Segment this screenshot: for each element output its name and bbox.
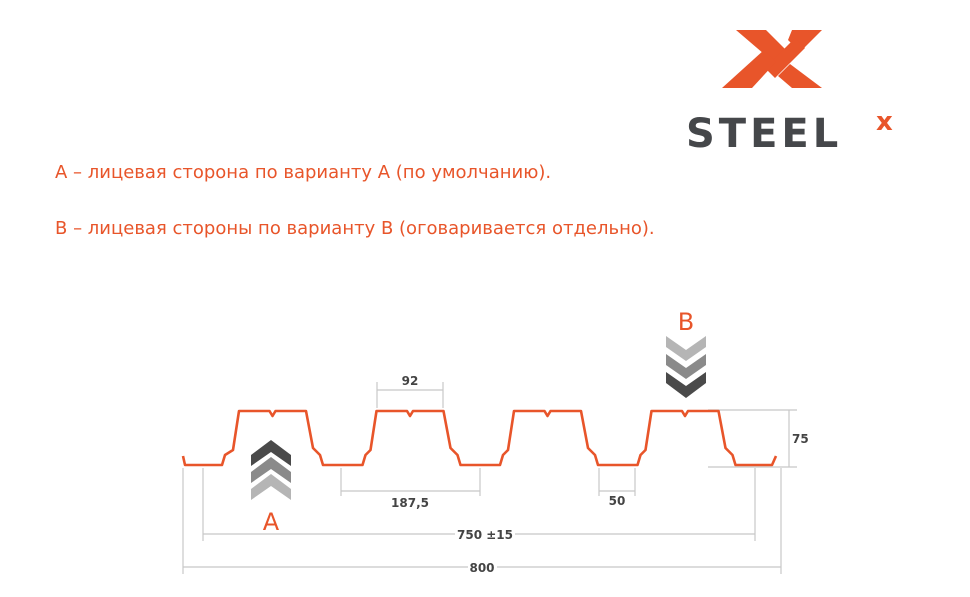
side-b-label: B	[678, 308, 694, 336]
logo-text: STEEL	[686, 111, 842, 157]
side-a-chevrons-icon	[251, 440, 291, 500]
dim-bottom-width: 50	[609, 494, 626, 508]
steelx-logo: STEEL x	[686, 30, 893, 157]
dim-working-width: 750 ±15	[457, 528, 513, 542]
dim-pitch: 187,5	[391, 496, 429, 510]
caption-side-b: В – лицевая стороны по варианту В (огова…	[55, 218, 655, 239]
logo-x-mark-icon	[722, 30, 822, 88]
dim-total-width: 800	[469, 561, 494, 575]
dim-top-width: 92	[402, 374, 419, 388]
side-b-chevrons-icon	[666, 336, 706, 398]
caption-side-a: А – лицевая сторона по варианту А (по ум…	[55, 162, 552, 183]
profile-outline	[181, 409, 778, 467]
dimension-lines	[182, 382, 797, 574]
dim-height: 75	[792, 432, 809, 446]
logo-superscript: x	[876, 107, 893, 137]
side-a-label: A	[263, 508, 280, 536]
